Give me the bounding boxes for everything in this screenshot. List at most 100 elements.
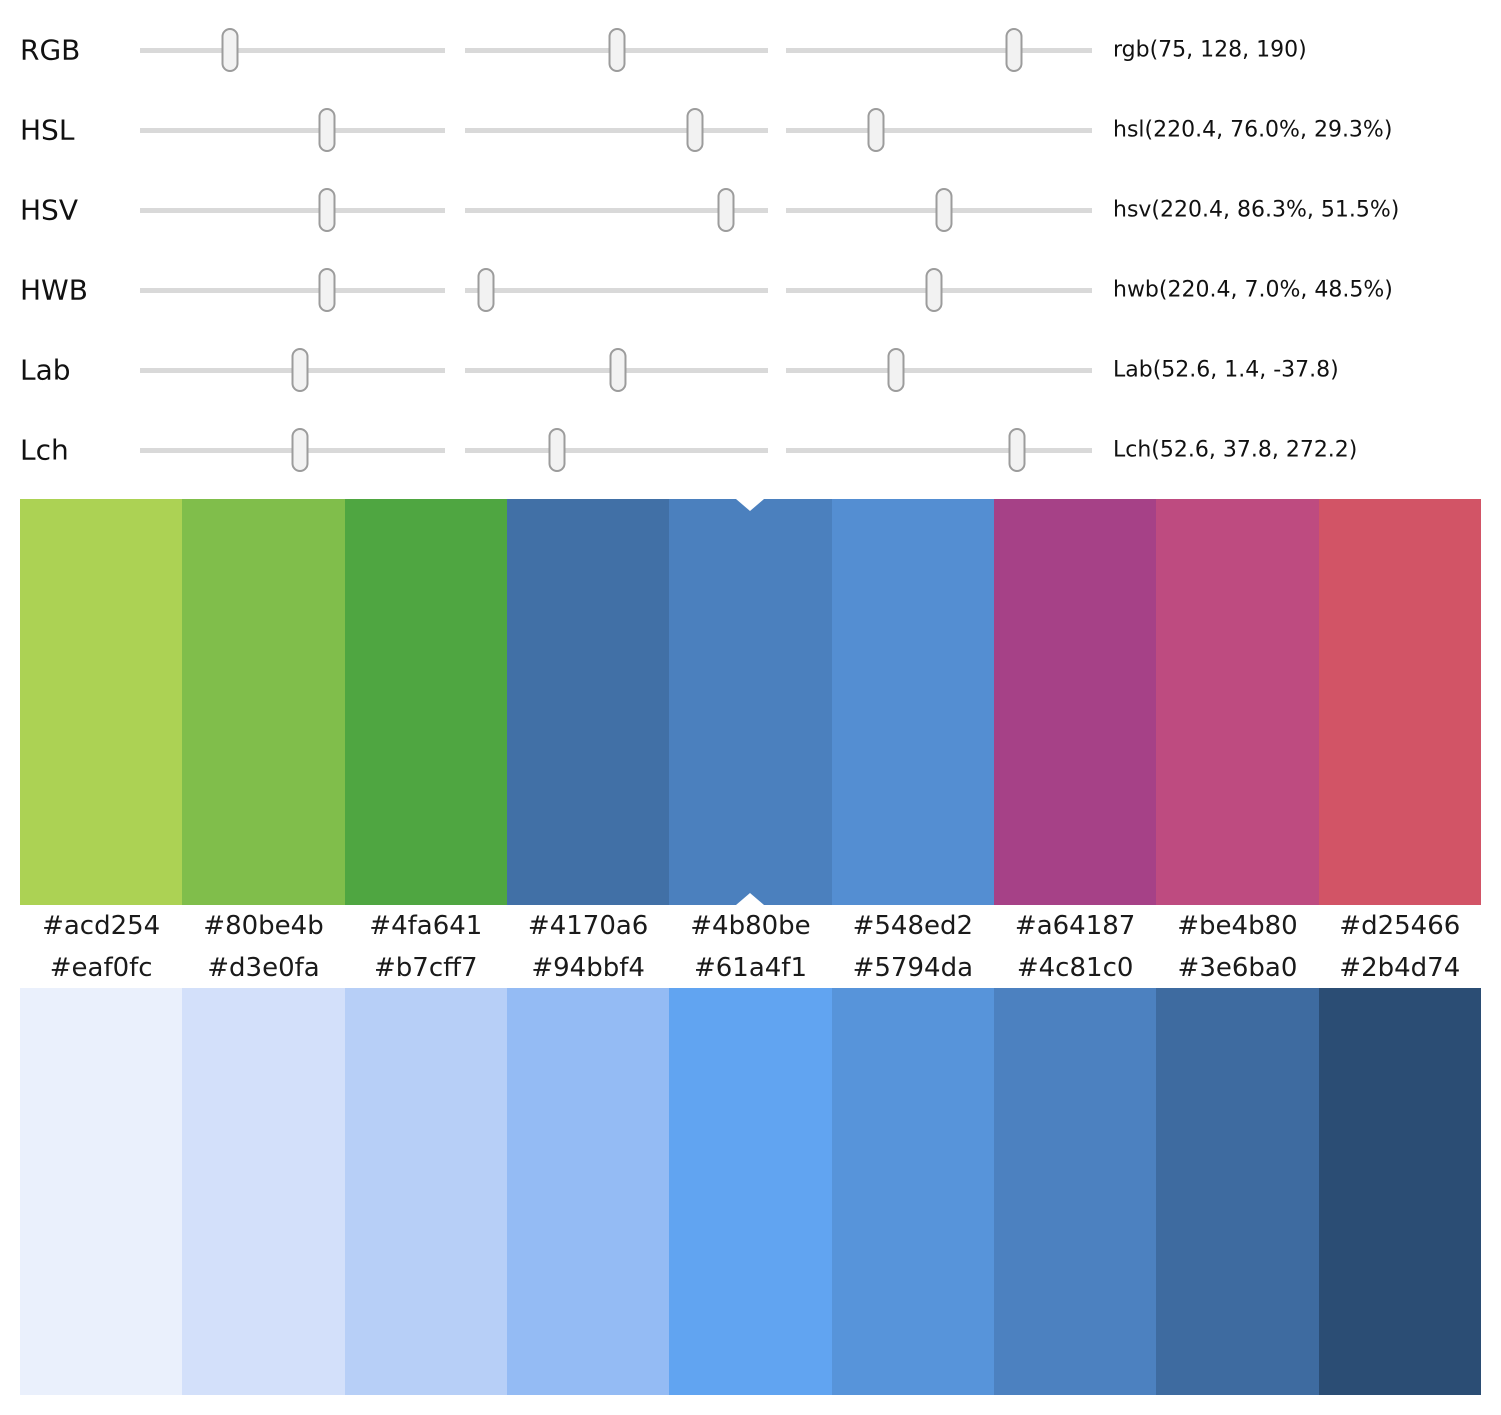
slider-thumb[interactable] (1008, 428, 1026, 472)
slider-row-label: HSV (20, 193, 78, 227)
palette-swatch-selected[interactable] (669, 499, 832, 905)
lab-value-readout: Lab(52.6, 1.4, -37.8) (1113, 357, 1339, 383)
hex-label: #4c81c0 (1016, 953, 1134, 983)
slider-track[interactable] (140, 47, 445, 53)
lab-a-slider[interactable] (465, 330, 768, 410)
selection-notch-top-icon (736, 499, 765, 511)
slider-track[interactable] (465, 207, 768, 213)
hwb-whiteness-slider[interactable] (465, 250, 768, 330)
hex-label: #4b80be (690, 910, 811, 941)
palette-swatch[interactable] (506, 988, 670, 1395)
hwb-hue-slider[interactable] (140, 250, 445, 330)
slider-thumb[interactable] (318, 268, 336, 312)
slider-track[interactable] (140, 127, 445, 133)
hex-label: #94bbf4 (531, 953, 645, 983)
hsl-saturation-slider[interactable] (465, 90, 768, 170)
palette-swatch[interactable] (20, 499, 183, 905)
slider-thumb[interactable] (318, 188, 336, 232)
slider-track[interactable] (786, 127, 1092, 133)
hex-label: #acd254 (42, 910, 161, 941)
slider-row-label: HWB (20, 273, 88, 307)
hsl-hue-slider[interactable] (140, 90, 445, 170)
lab-lightness-slider[interactable] (140, 330, 445, 410)
slider-row-label: Lab (20, 353, 71, 387)
hex-label: #4fa641 (369, 910, 483, 941)
slider-thumb[interactable] (609, 348, 627, 392)
hex-label: #d25466 (1339, 910, 1461, 941)
slider-row-hsl: HSL hsl(220.4, 76.0%, 29.3%) (0, 90, 1501, 170)
palette-swatch[interactable] (993, 499, 1157, 905)
slider-thumb[interactable] (867, 108, 885, 152)
slider-track[interactable] (465, 287, 768, 293)
hsv-value-slider[interactable] (786, 170, 1092, 250)
slider-track[interactable] (465, 447, 768, 453)
slider-thumb[interactable] (925, 268, 943, 312)
lch-hue-slider[interactable] (786, 410, 1092, 490)
palette-swatch[interactable] (344, 988, 507, 1395)
slider-row-label: Lch (20, 433, 69, 467)
slider-track[interactable] (786, 367, 1092, 373)
slider-thumb[interactable] (221, 28, 239, 72)
hsv-saturation-slider[interactable] (465, 170, 768, 250)
rgb-blue-slider[interactable] (786, 10, 1092, 90)
hex-label: #61a4f1 (693, 953, 807, 983)
hsl-value-readout: hsl(220.4, 76.0%, 29.3%) (1113, 117, 1393, 143)
palette-swatch[interactable] (1156, 499, 1319, 905)
slider-track[interactable] (465, 127, 768, 133)
palette-swatch[interactable] (20, 988, 183, 1395)
slider-row-lch: Lch Lch(52.6, 37.8, 272.2) (0, 410, 1501, 490)
palette-swatch[interactable] (669, 988, 832, 1395)
hex-label: #2b4d74 (1339, 953, 1461, 983)
slider-thumb[interactable] (548, 428, 565, 472)
tint-shade-palette (20, 988, 1481, 1395)
hex-label: #548ed2 (852, 910, 974, 941)
slider-row-label: RGB (20, 33, 81, 67)
slider-thumb[interactable] (887, 348, 905, 392)
palette-swatch[interactable] (506, 499, 670, 905)
palette-swatch[interactable] (1156, 988, 1319, 1395)
slider-track[interactable] (786, 447, 1092, 453)
hex-label: #a64187 (1014, 910, 1136, 941)
slider-thumb[interactable] (686, 108, 704, 152)
slider-thumb[interactable] (935, 188, 953, 232)
slider-track[interactable] (140, 207, 445, 213)
slider-row-rgb: RGB rgb(75, 128, 190) (0, 10, 1501, 90)
slider-thumb[interactable] (1005, 28, 1023, 72)
slider-thumb[interactable] (477, 268, 495, 312)
slider-thumb[interactable] (318, 108, 336, 152)
palette-swatch[interactable] (831, 499, 994, 905)
slider-row-lab: Lab Lab(52.6, 1.4, -37.8) (0, 330, 1501, 410)
lab-b-slider[interactable] (786, 330, 1092, 410)
slider-thumb[interactable] (291, 428, 309, 472)
slider-row-label: HSL (20, 113, 75, 147)
hwb-value-readout: hwb(220.4, 7.0%, 48.5%) (1113, 277, 1393, 303)
slider-thumb[interactable] (717, 188, 735, 232)
slider-row-hsv: HSV hsv(220.4, 86.3%, 51.5%) (0, 170, 1501, 250)
hex-label: #80be4b (203, 910, 324, 941)
palette-swatch[interactable] (831, 988, 994, 1395)
palette-swatch[interactable] (1318, 499, 1481, 905)
hsv-hue-slider[interactable] (140, 170, 445, 250)
palette-swatch[interactable] (993, 988, 1157, 1395)
hex-label: #3e6ba0 (1177, 953, 1298, 983)
slider-track[interactable] (786, 47, 1092, 53)
rgb-green-slider[interactable] (465, 10, 768, 90)
palette-swatch[interactable] (182, 988, 345, 1395)
rgb-red-slider[interactable] (140, 10, 445, 90)
palette-swatch[interactable] (182, 499, 345, 905)
slider-track[interactable] (140, 287, 445, 293)
slider-thumb[interactable] (291, 348, 309, 392)
lch-value-readout: Lch(52.6, 37.8, 272.2) (1113, 437, 1358, 463)
hex-label: #eaf0fc (49, 953, 153, 983)
palette-swatch[interactable] (344, 499, 507, 905)
hue-palette (20, 499, 1481, 905)
slider-thumb[interactable] (608, 28, 626, 72)
slider-row-hwb: HWB hwb(220.4, 7.0%, 48.5%) (0, 250, 1501, 330)
lch-chroma-slider[interactable] (465, 410, 768, 490)
hsl-lightness-slider[interactable] (786, 90, 1092, 170)
hwb-blackness-slider[interactable] (786, 250, 1092, 330)
hsv-value-readout: hsv(220.4, 86.3%, 51.5%) (1113, 197, 1400, 223)
palette-swatch[interactable] (1318, 988, 1481, 1395)
lch-lightness-slider[interactable] (140, 410, 445, 490)
hex-label: #5794da (852, 953, 973, 983)
